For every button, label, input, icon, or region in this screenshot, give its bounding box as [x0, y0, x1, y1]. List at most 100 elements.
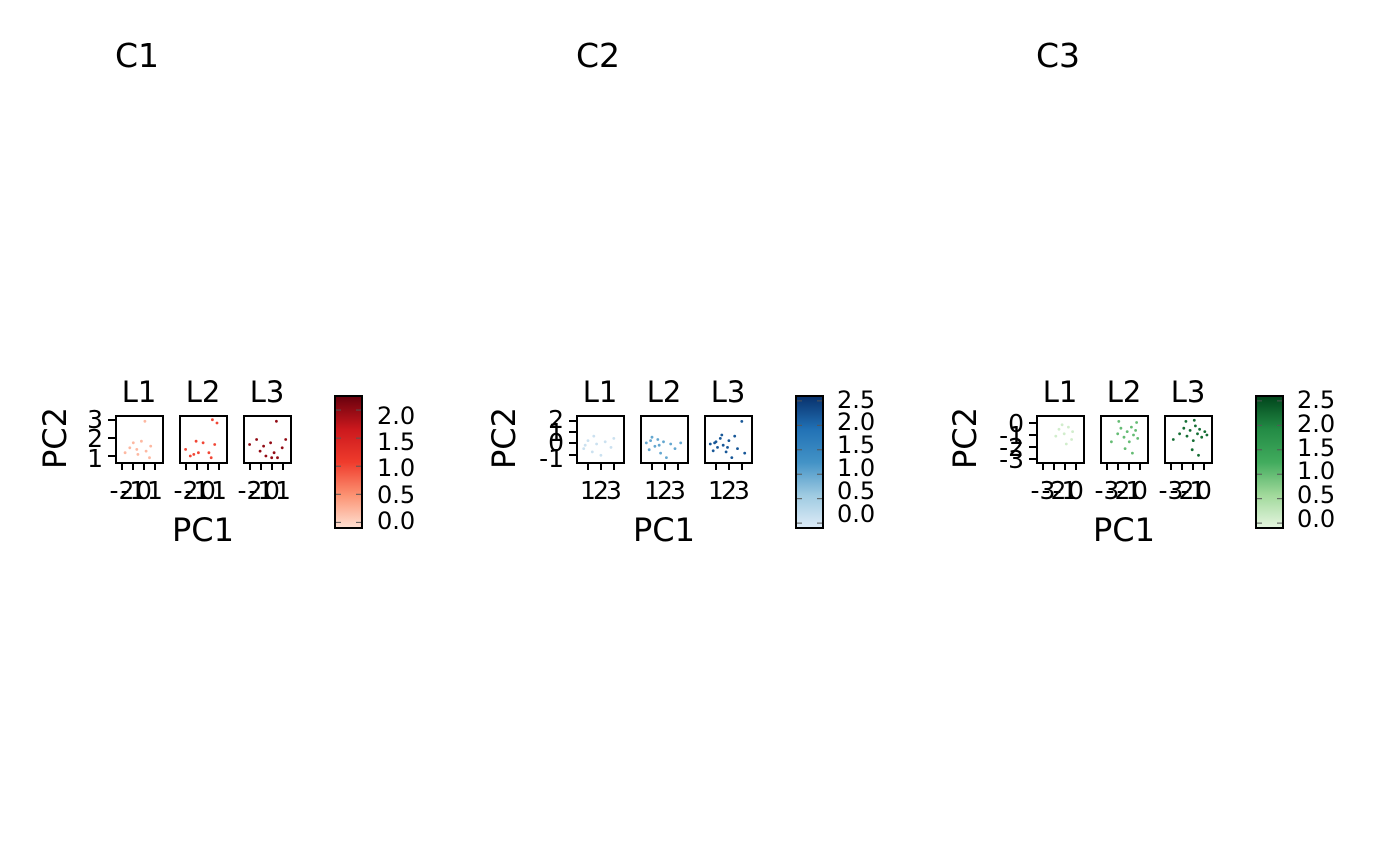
scatter-point: [1182, 426, 1186, 430]
y-tick-label-c3-minus3: -3: [999, 445, 1024, 474]
scatter-point: [136, 453, 140, 456]
x-tick-label-c2-l2-b: 2: [657, 476, 673, 505]
x-axis-c2: [587, 464, 743, 470]
scatter-point: [1122, 435, 1126, 439]
scatter-point: [148, 456, 151, 460]
scatter-point: [272, 451, 276, 455]
x-tick-label-c2-l1-c: 3: [606, 476, 622, 505]
colorbar-c3: [1255, 395, 1284, 529]
scatter-point: [603, 440, 607, 444]
x-tick-label-c3-l2-d: 0: [1132, 476, 1148, 505]
x-tick-label-c1-l2-b: -1: [185, 476, 210, 505]
colorbar-labels-c3: 0.0 0.5 1.0 1.5 2.0 2.5: [1297, 386, 1335, 533]
scatter-point: [270, 456, 274, 460]
scatter-point: [649, 439, 652, 442]
scatter-point: [276, 456, 279, 460]
x-tick-label-c2-l3-a: 1: [708, 476, 724, 505]
colorbar-label-c2-3: 1.5: [837, 431, 875, 459]
y-tick-label-c3-minus2: -2: [999, 433, 1024, 462]
scatter-point: [1203, 430, 1207, 433]
scatter-point: [1135, 421, 1138, 424]
scatter-point: [736, 447, 739, 450]
x-tick-label-c1-l1-d: 1: [147, 476, 163, 505]
scatter-point: [590, 450, 594, 454]
colorbar-ticks-c1: [336, 409, 361, 523]
facet-title-c2-l1: L1: [583, 375, 618, 409]
colorbar-label-c1-4: 2.0: [377, 402, 415, 430]
facet-title-c3-l1: L1: [1043, 375, 1078, 409]
scatter-point: [609, 446, 613, 449]
scatter-point: [1062, 432, 1066, 436]
y-axis-title-c2: PC2: [485, 407, 523, 469]
x-tick-label-c3-l1-c: -1: [1053, 476, 1078, 505]
scatter-point: [1190, 448, 1194, 452]
scatter-point: [650, 435, 654, 439]
scatter-point: [708, 442, 712, 446]
scatter-point: [718, 437, 722, 440]
scatter-point: [258, 449, 262, 453]
y-tick-label-c2-minus1: -1: [539, 444, 564, 473]
scatter-point: [1132, 433, 1135, 437]
scatter-point: [131, 441, 135, 445]
y-tick-label-c1-2: 2: [87, 424, 103, 453]
colorbar-label-c3-2: 1.0: [1297, 457, 1335, 485]
scatter-point: [1185, 434, 1189, 438]
panel-c2-l2: [640, 415, 689, 464]
x-tick-label-c2-l3-c: 3: [734, 476, 750, 505]
colorbar-labels-c2: 0.0 0.5 1.0 1.5 2.0 2.5: [837, 386, 875, 528]
scatter-points-c1: [123, 418, 288, 460]
scatter-point: [1116, 432, 1120, 436]
x-tick-label-c1-l3-b: -1: [249, 476, 274, 505]
scatter-point: [201, 441, 205, 445]
y-tick-label-c2-0: 0: [548, 428, 564, 457]
x-tick-label-c3-l3-a: -3: [1159, 476, 1184, 505]
x-axis-title-c1: PC1: [172, 511, 234, 549]
x-tick-label-c1-l3-a: -2: [238, 476, 263, 505]
scatter-point: [1070, 438, 1073, 441]
x-axis-title-c2: PC1: [633, 511, 695, 549]
panel-c1-l3: [243, 415, 292, 464]
scatter-point: [207, 451, 211, 455]
y-tick-label-c1-3: 3: [87, 405, 103, 434]
scatter-point: [740, 420, 744, 423]
y-tick-label-c2-2: 2: [548, 405, 564, 434]
scatter-point: [1194, 424, 1197, 428]
scatter-point: [679, 441, 683, 445]
x-axis-title-c3: PC1: [1093, 511, 1155, 549]
scatter-point: [662, 440, 665, 444]
scatter-point: [184, 448, 188, 451]
scatter-point: [215, 421, 219, 425]
scatter-point: [673, 447, 677, 450]
facet-title-c3-l3: L3: [1171, 375, 1206, 409]
scatter-point: [262, 444, 265, 448]
scatter-point: [275, 419, 278, 423]
x-tick-label-c3-l3-b: -2: [1170, 476, 1195, 505]
scatter-point: [1054, 434, 1058, 438]
scatter-point: [1178, 432, 1181, 436]
scatter-point: [1110, 440, 1113, 444]
scatter-points-c2: [582, 420, 747, 459]
scatter-point: [1131, 451, 1134, 455]
x-axis-c3: [1042, 464, 1205, 470]
x-tick-label-c1-l3-c: 0: [264, 476, 280, 505]
group-c3: C3 L1 L2 L3 0 -1 -2 -3 PC2: [946, 36, 1335, 549]
y-tick-label-c3-0: 0: [1008, 409, 1024, 438]
x-axis-c1: [121, 464, 284, 470]
scatter-point: [248, 443, 252, 446]
scatter-point: [1171, 438, 1175, 441]
x-tick-label-c1-l2-c: 0: [200, 476, 216, 505]
scatter-point: [583, 443, 587, 447]
x-tick-label-c2-l2-c: 3: [670, 476, 686, 505]
colorbar-c2: [795, 395, 824, 529]
scatter-point: [1200, 435, 1204, 439]
scatter-point: [733, 434, 737, 438]
x-tick-label-c1-l2-d: 1: [211, 476, 227, 505]
group-title-c3: C3: [1036, 36, 1080, 75]
x-tick-label-c1-l2-a: -2: [174, 476, 199, 505]
panel-c1-l2: [179, 415, 228, 464]
facet-title-c1-l1: L1: [122, 375, 157, 409]
colorbar-label-c2-2: 1.0: [837, 454, 875, 482]
scatter-point: [726, 446, 729, 449]
scatter-point: [1125, 430, 1129, 433]
scatter-point: [188, 454, 192, 458]
